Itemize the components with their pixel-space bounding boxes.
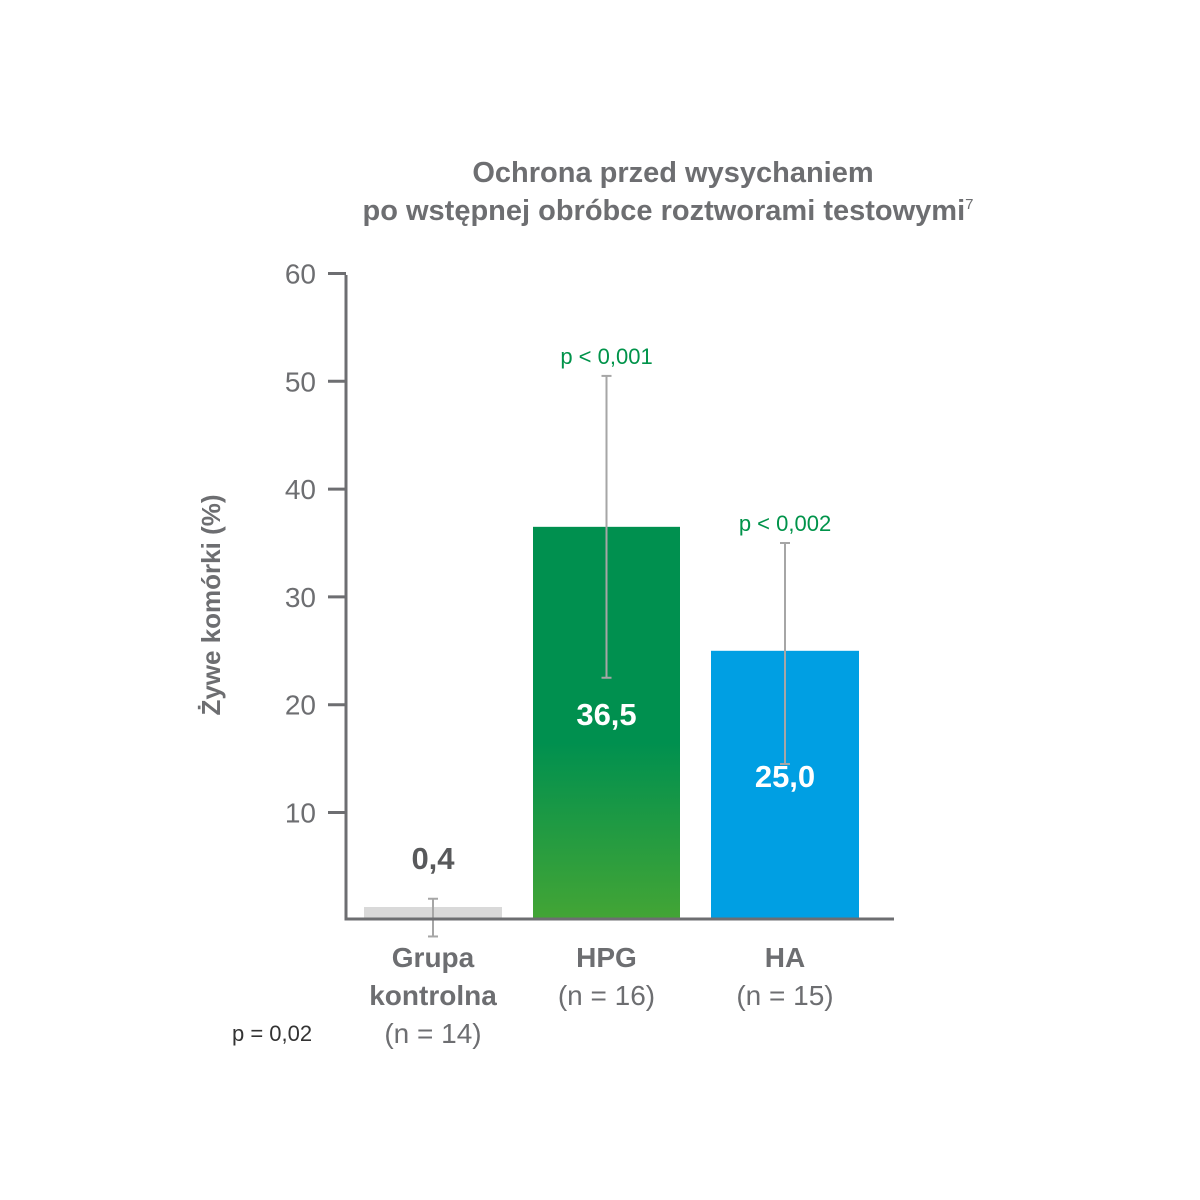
y-tick-label: 50 bbox=[285, 366, 316, 397]
footnote-p-value: p = 0,02 bbox=[232, 1021, 312, 1046]
chart-title-line2-text: po wstępnej obróbce roztworami testowymi bbox=[363, 195, 966, 227]
y-tick-label: 60 bbox=[285, 259, 316, 290]
chart-title-line2: po wstępnej obróbce roztworami testowymi… bbox=[363, 195, 974, 227]
category-labels: Grupa kontrolna (n = 14) HPG (n = 16) HA (n = … bbox=[369, 942, 833, 1049]
category-n-label: (n = 16) bbox=[558, 980, 655, 1011]
value-label: 0,4 bbox=[411, 841, 455, 876]
y-tick-label: 40 bbox=[285, 474, 316, 505]
y-tick-label: 30 bbox=[285, 582, 316, 613]
value-label: 25,0 bbox=[755, 759, 815, 794]
category-n-label: (n = 15) bbox=[736, 980, 833, 1011]
category-name: kontrolna bbox=[369, 980, 497, 1011]
bar-labels: 0,4 36,5 p < 0,001 25,0 p < 0,002 bbox=[411, 344, 831, 876]
category-name: HPG bbox=[576, 942, 637, 973]
y-tick-label: 10 bbox=[285, 798, 316, 829]
y-axis-label: Żywe komórki (%) bbox=[196, 494, 226, 715]
y-tick-label: 20 bbox=[285, 690, 316, 721]
error-bars bbox=[428, 374, 790, 938]
chart-title-superscript: 7 bbox=[965, 196, 973, 213]
y-axis-ticks: 10 20 30 40 50 60 bbox=[285, 259, 346, 829]
category-name: HA bbox=[765, 942, 805, 973]
category-n-label: (n = 14) bbox=[384, 1018, 481, 1049]
chart-title-line1: Ochrona przed wysychaniem bbox=[472, 157, 873, 189]
p-value-annotation: p < 0,002 bbox=[739, 511, 831, 536]
p-value-annotation: p < 0,001 bbox=[560, 344, 652, 369]
category-name: Grupa bbox=[392, 942, 475, 973]
value-label: 36,5 bbox=[576, 697, 636, 732]
